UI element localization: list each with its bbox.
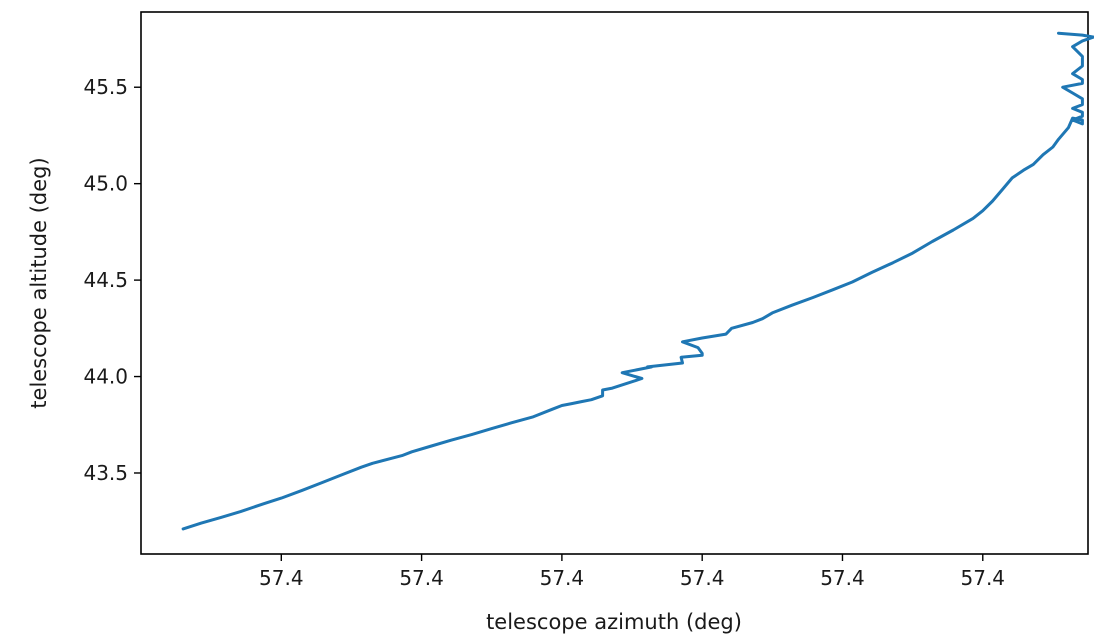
x-axis-ticks: 57.4 57.4 57.4 57.4 57.4 57.4 bbox=[259, 554, 1005, 590]
x-axis-label: telescope azimuth (deg) bbox=[486, 610, 742, 634]
series-layer bbox=[183, 33, 1094, 529]
x-tick-label: 57.4 bbox=[540, 566, 585, 590]
x-tick-label: 57.4 bbox=[820, 566, 865, 590]
y-axis-label: telescope altitude (deg) bbox=[27, 157, 51, 408]
x-tick-label: 57.4 bbox=[399, 566, 444, 590]
plot-frame bbox=[141, 12, 1088, 554]
y-tick-label: 45.0 bbox=[83, 172, 128, 196]
y-tick-label: 44.0 bbox=[83, 365, 128, 389]
x-tick-label: 57.4 bbox=[259, 566, 304, 590]
y-tick-label: 43.5 bbox=[83, 461, 128, 485]
y-tick-label: 45.5 bbox=[83, 75, 128, 99]
plot-area bbox=[141, 12, 1088, 554]
x-tick-label: 57.4 bbox=[961, 566, 1006, 590]
x-tick-label: 57.4 bbox=[680, 566, 725, 590]
series-line-0 bbox=[183, 33, 1094, 529]
y-tick-label: 44.5 bbox=[83, 268, 128, 292]
y-axis-ticks: 43.5 44.0 44.5 45.0 45.5 bbox=[83, 75, 141, 485]
